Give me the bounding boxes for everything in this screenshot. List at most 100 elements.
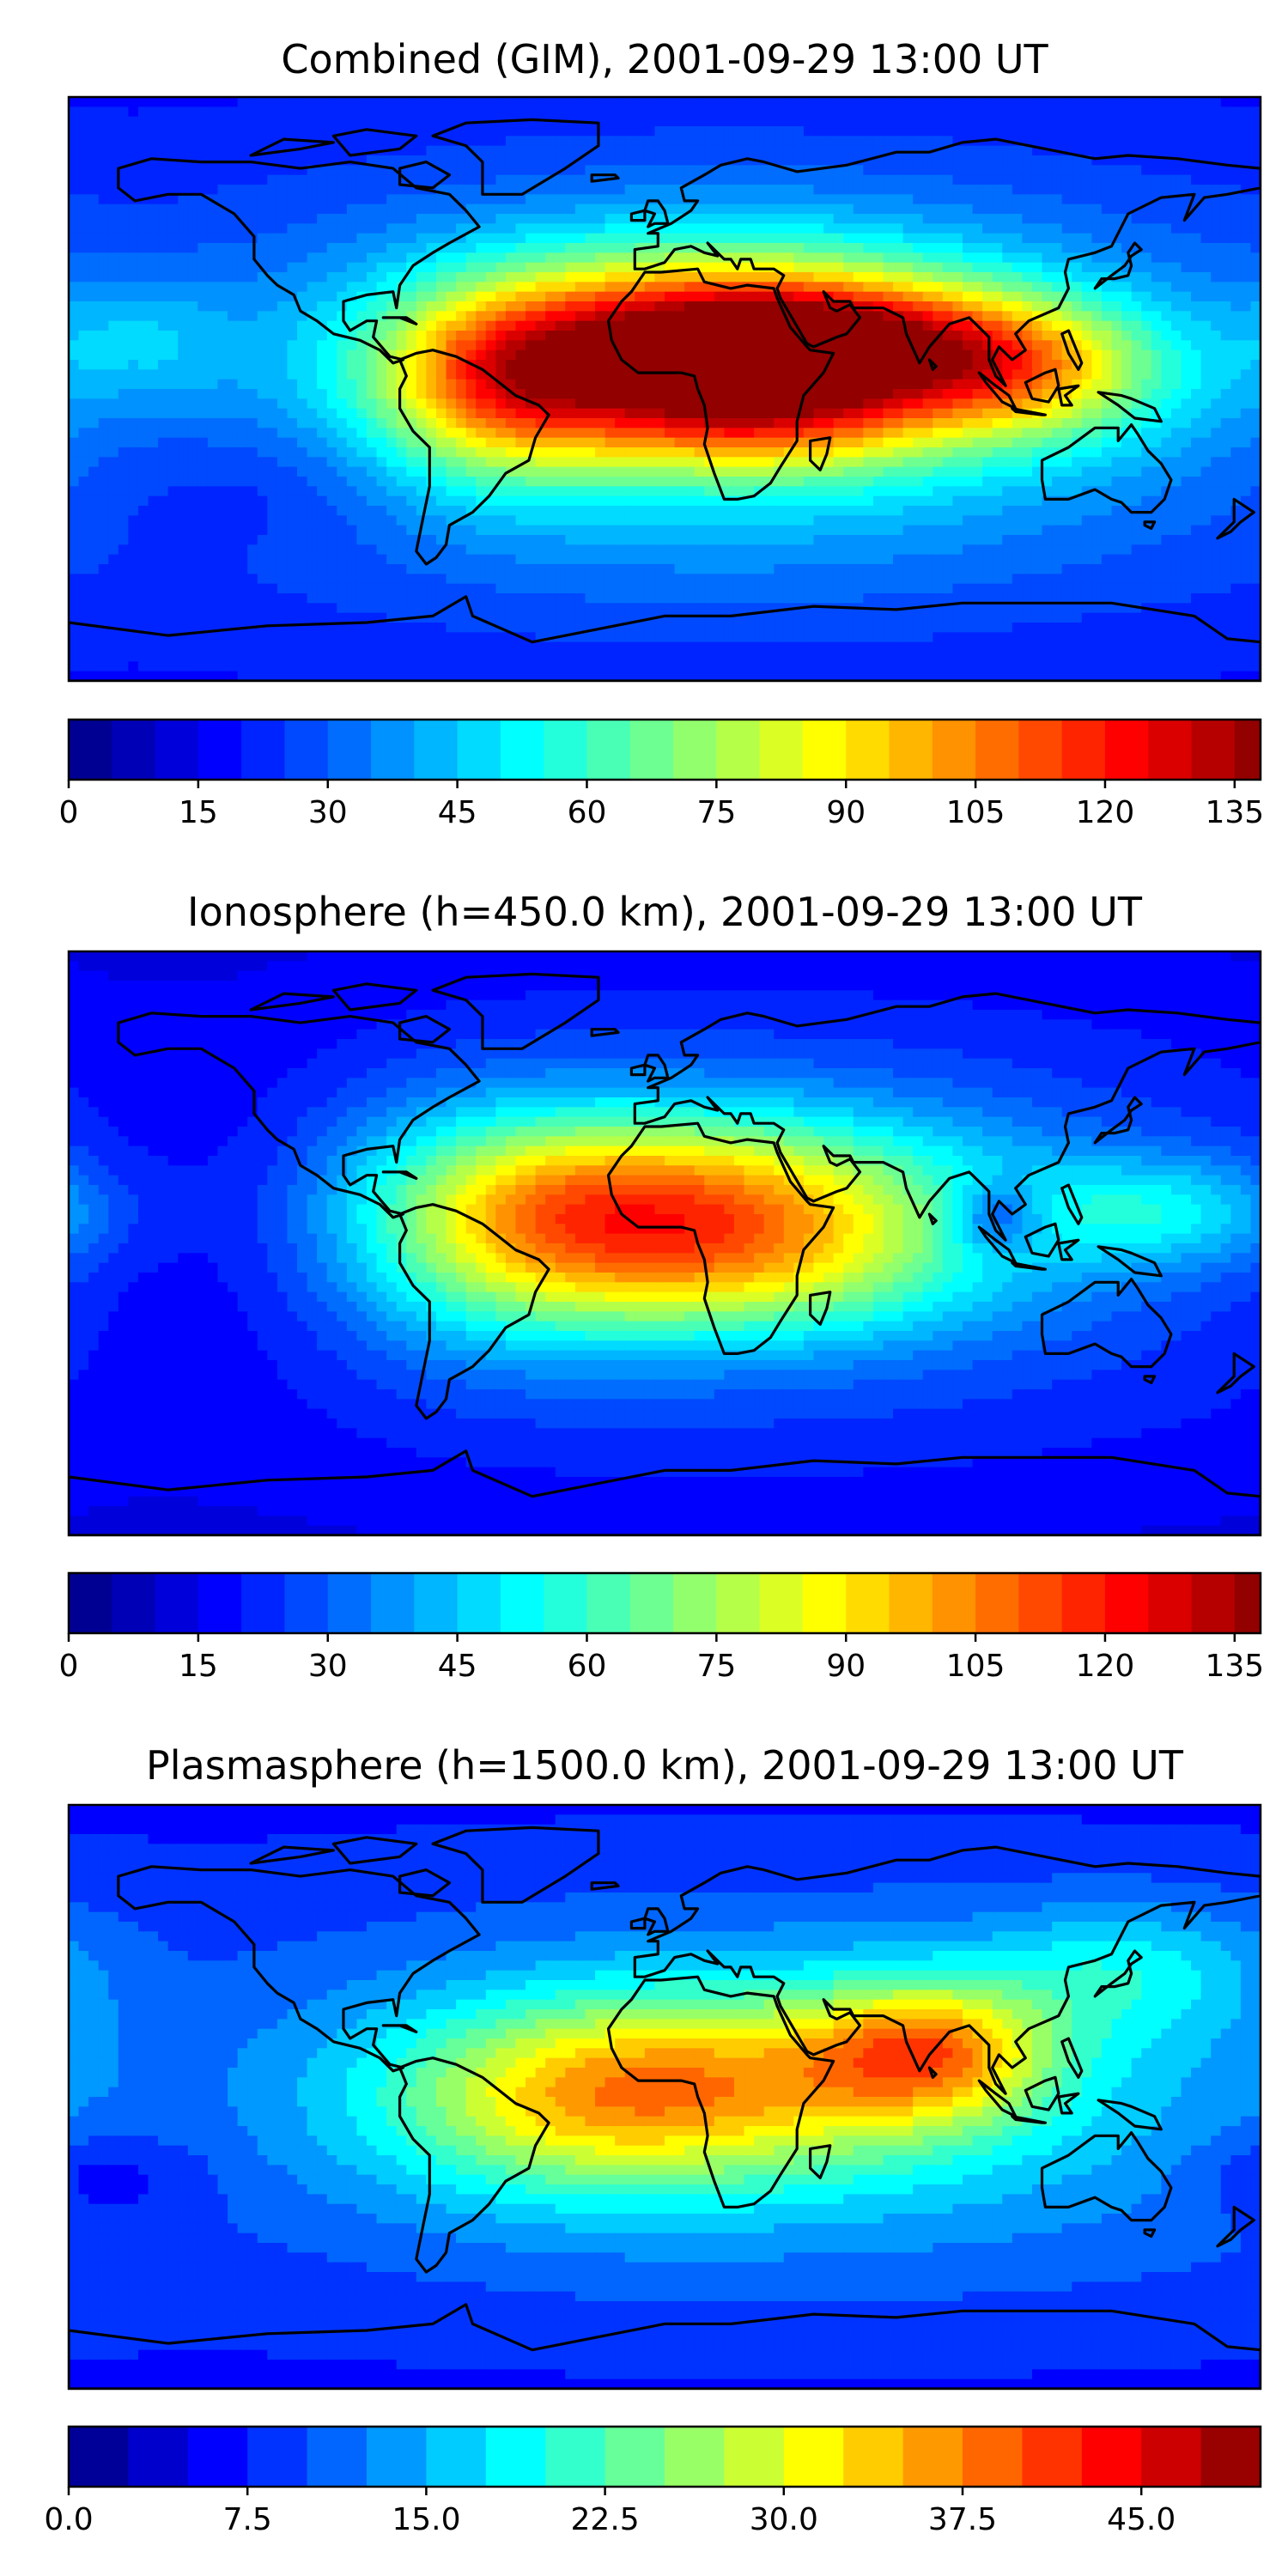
field-cell	[733, 428, 745, 439]
field-cell	[267, 223, 278, 234]
field-cell	[754, 136, 765, 147]
field-cell	[1141, 174, 1152, 185]
field-cell	[247, 97, 258, 107]
field-cell	[78, 477, 89, 487]
field-cell	[505, 165, 517, 176]
field-cell	[178, 97, 189, 107]
field-cell	[1101, 360, 1113, 370]
field-cell	[574, 331, 586, 341]
field-cell	[267, 466, 278, 477]
field-cell	[217, 155, 228, 166]
field-cell	[1081, 243, 1092, 253]
field-cell	[803, 233, 815, 244]
field-cell	[803, 389, 815, 399]
field-cell	[416, 301, 427, 312]
field-cell	[665, 136, 676, 147]
field-cell	[158, 477, 169, 487]
field-cell	[963, 214, 974, 224]
field-cell	[356, 447, 368, 458]
field-cell	[654, 457, 665, 468]
field-cell	[615, 194, 626, 205]
field-cell	[853, 97, 864, 107]
field-cell	[495, 155, 507, 166]
field-cell	[893, 165, 904, 176]
field-cell	[872, 408, 884, 419]
field-cell	[1042, 223, 1053, 234]
field-cell	[1002, 214, 1013, 224]
field-cell	[267, 428, 278, 439]
field-cell	[942, 398, 954, 410]
field-cell	[257, 97, 268, 107]
field-cell	[605, 495, 616, 507]
field-cell	[337, 106, 348, 118]
field-cell	[615, 495, 626, 507]
field-cell	[733, 349, 745, 361]
field-cell	[555, 272, 566, 283]
field-cell	[922, 233, 933, 244]
field-cell	[1250, 136, 1261, 147]
field-cell	[118, 243, 129, 253]
field-cell	[257, 379, 268, 390]
field-cell	[823, 106, 835, 118]
field-cell	[476, 194, 487, 205]
field-cell	[376, 214, 387, 224]
field-cell	[276, 408, 289, 419]
field-cell	[635, 155, 646, 166]
field-cell	[1091, 369, 1103, 380]
field-cell	[446, 262, 457, 273]
field-cell	[982, 486, 993, 497]
field-cell	[337, 194, 348, 205]
field-cell	[1151, 136, 1162, 147]
field-cell	[733, 214, 745, 224]
field-cell	[565, 243, 576, 253]
field-cell	[356, 486, 368, 497]
field-cell	[276, 262, 289, 273]
field-cell	[1250, 155, 1261, 166]
field-cell	[1170, 437, 1182, 448]
field-cell	[1022, 466, 1033, 477]
field-cell	[1151, 320, 1162, 331]
field-cell	[684, 106, 696, 118]
field-cell	[326, 349, 337, 361]
field-cell	[247, 233, 258, 244]
field-cell	[1111, 311, 1122, 322]
field-cell	[714, 408, 725, 419]
field-cell	[1091, 428, 1103, 439]
field-cell	[167, 418, 179, 428]
field-cell	[367, 291, 378, 302]
field-cell	[963, 116, 974, 127]
field-cell	[863, 262, 874, 273]
field-cell	[1220, 204, 1231, 215]
field-cell	[396, 428, 407, 439]
field-cell	[724, 223, 735, 234]
field-cell	[763, 477, 775, 487]
field-cell	[317, 116, 328, 127]
field-cell	[167, 106, 179, 118]
field-cell	[863, 145, 874, 156]
field-cell	[644, 477, 656, 487]
field-cell	[386, 311, 398, 322]
field-cell	[1151, 311, 1162, 322]
field-cell	[902, 437, 914, 448]
field-cell	[257, 301, 268, 312]
field-cell	[1141, 126, 1152, 137]
field-cell	[446, 126, 457, 137]
field-cell	[495, 272, 507, 283]
field-cell	[247, 243, 258, 253]
field-cell	[1111, 136, 1122, 147]
field-cell	[665, 437, 676, 448]
field-cell	[326, 408, 337, 419]
field-cell	[1250, 282, 1261, 293]
field-cell	[515, 340, 526, 351]
field-cell	[1191, 223, 1202, 234]
field-cell	[376, 204, 387, 215]
field-cell	[1131, 437, 1142, 448]
field-cell	[823, 185, 835, 195]
field-cell	[1131, 447, 1142, 458]
field-cell	[615, 233, 626, 244]
field-cell	[733, 252, 745, 264]
field-cell	[545, 311, 556, 322]
field-cell	[228, 223, 239, 234]
field-cell	[635, 320, 646, 331]
field-cell	[78, 447, 89, 458]
